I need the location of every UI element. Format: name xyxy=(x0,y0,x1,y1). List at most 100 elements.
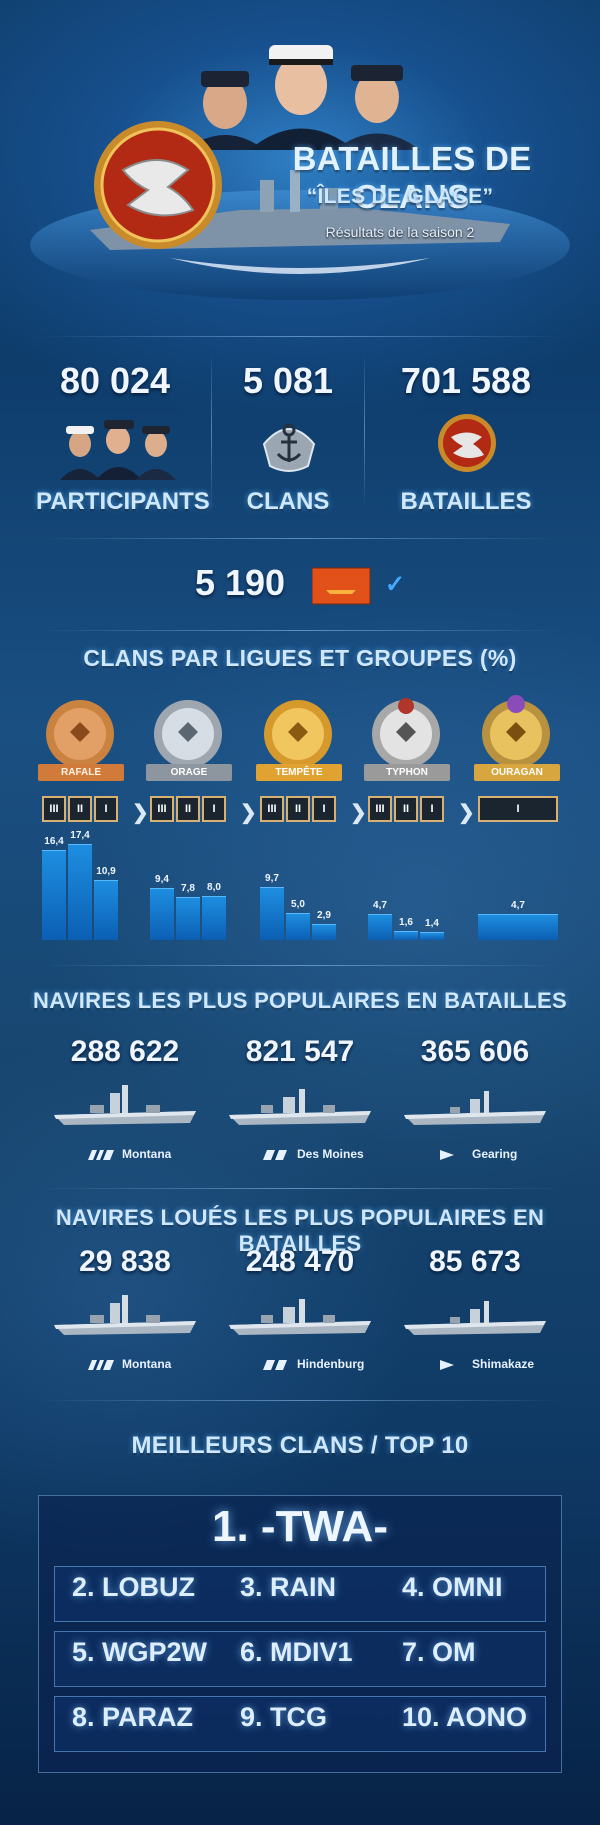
clans-value: 5 081 xyxy=(242,360,334,401)
divider xyxy=(36,630,564,631)
group-box-1: III xyxy=(42,796,66,822)
bar-4 xyxy=(150,888,174,940)
divider xyxy=(36,336,564,337)
bar-11 xyxy=(394,931,418,940)
bar-3 xyxy=(94,880,118,940)
rented-ships-title: NAVIRES LOUÉS LES PLUS POPULAIRES EN BAT… xyxy=(55,1205,545,1256)
bar-2 xyxy=(68,844,92,940)
battles-label: BATAILLES xyxy=(400,488,532,515)
bar-8 xyxy=(286,912,310,940)
ship-count: 288 622 xyxy=(70,1035,180,1068)
league-ribbon-ouragan: OURAGAN xyxy=(474,764,560,781)
top-clan-first: 1. -TWA- xyxy=(212,1502,388,1551)
ship-image xyxy=(225,1291,375,1346)
ship-image xyxy=(50,1291,200,1346)
group-box-2: II xyxy=(68,796,92,822)
top-clan-entry: 7. OM xyxy=(402,1637,476,1667)
ship-count: 29 838 xyxy=(79,1245,171,1278)
group-box-13: I xyxy=(478,796,558,822)
group-box-4: III xyxy=(150,796,174,822)
league-ribbon-tempete: TEMPÊTE xyxy=(256,764,342,781)
bar-value-label: 4,7 xyxy=(511,900,525,912)
bar-9 xyxy=(312,924,336,940)
bar-value-label: 1,6 xyxy=(399,917,413,929)
ranked-value: 5 190 xyxy=(194,562,286,603)
anchor-emblem-icon xyxy=(262,423,316,472)
ship-name: Montana xyxy=(122,1357,172,1371)
bar-10 xyxy=(368,914,392,940)
divider xyxy=(364,350,365,510)
top-clan-entry: 10. AONO xyxy=(402,1702,528,1732)
ship-count: 248 470 xyxy=(245,1245,355,1278)
cruiser-icon xyxy=(263,1358,289,1376)
bar-value-label: 9,7 xyxy=(265,872,279,884)
top-clan-entry: 4. OMNI xyxy=(402,1572,503,1602)
participants-label: PARTICIPANTS xyxy=(36,488,210,515)
top-clan-entry: 5. WGP2W xyxy=(72,1637,208,1667)
ship-name: Montana xyxy=(122,1147,172,1161)
ship-image xyxy=(400,1291,550,1346)
cruiser-icon xyxy=(263,1148,289,1166)
top-clan-entry: 3. RAIN xyxy=(240,1572,337,1602)
bar-6 xyxy=(202,896,226,940)
group-box-10: III xyxy=(368,796,392,822)
bar-value-label: 2,9 xyxy=(317,910,331,922)
bar-12 xyxy=(420,932,444,940)
arrow-right-icon: ❯ xyxy=(240,802,257,824)
clan-battles-emblem xyxy=(94,121,222,249)
bar-value-label: 16,4 xyxy=(44,835,64,847)
officers-icon xyxy=(60,420,176,480)
top-clans-row xyxy=(54,1631,546,1687)
ship-name: Shimakaze xyxy=(472,1357,535,1371)
ship-count: 85 673 xyxy=(429,1245,521,1278)
typhoon-league-badge xyxy=(372,698,440,768)
battles-value: 701 588 xyxy=(400,360,532,401)
page-subtitle: “ÎLES DE GLACE” xyxy=(306,185,494,208)
ship-image xyxy=(50,1081,200,1136)
group-box-6: I xyxy=(202,796,226,822)
destroyer-icon xyxy=(438,1148,456,1166)
league-ribbon-typhon: TYPHON xyxy=(364,764,450,781)
bar-7 xyxy=(260,886,284,940)
bar-value-label: 9,4 xyxy=(155,874,169,886)
bar-value-label: 7,8 xyxy=(181,883,195,895)
bar-value-label: 4,7 xyxy=(373,900,387,912)
clans-label: CLANS xyxy=(246,488,330,515)
group-box-7: III xyxy=(260,796,284,822)
bar-value-label: 8,0 xyxy=(207,882,221,893)
divider xyxy=(36,538,564,539)
officers-portrait xyxy=(185,45,420,150)
hurricane-league-badge xyxy=(482,695,550,768)
ship-name: Gearing xyxy=(472,1147,518,1161)
group-box-3: I xyxy=(94,796,118,822)
top-clans-row xyxy=(54,1566,546,1622)
league-ribbon-orage: ORAGE xyxy=(146,764,232,781)
group-box-12: I xyxy=(420,796,444,822)
bar-value-label: 5,0 xyxy=(291,898,305,910)
leagues-title: CLANS PAR LIGUES ET GROUPES (%) xyxy=(83,645,517,671)
bar-5 xyxy=(176,897,200,940)
arrow-right-icon: ❯ xyxy=(350,802,367,824)
group-box-9: I xyxy=(312,796,336,822)
group-box-11: II xyxy=(394,796,418,822)
ship-name: Des Moines xyxy=(297,1147,364,1161)
divider xyxy=(211,350,212,510)
destroyer-icon xyxy=(438,1358,456,1376)
bar-13 xyxy=(478,914,558,940)
league-ribbon-rafale: RAFALE xyxy=(38,764,124,781)
bronze-league-badge xyxy=(46,700,114,768)
top-clans-row xyxy=(54,1696,546,1752)
clan-battles-small-icon xyxy=(438,414,496,472)
group-box-8: II xyxy=(286,796,310,822)
ship-count: 365 606 xyxy=(420,1035,530,1068)
ship-name: Hindenburg xyxy=(297,1357,365,1371)
top-clan-entry: 8. PARAZ xyxy=(72,1702,194,1732)
divider xyxy=(36,1188,564,1189)
divider xyxy=(36,965,564,966)
top-clan-entry: 9. TCG xyxy=(240,1702,328,1732)
top-clan-entry: 2. LOBUZ xyxy=(72,1572,196,1602)
ship-image xyxy=(400,1081,550,1136)
participants-value: 80 024 xyxy=(59,360,171,401)
battleship-icon xyxy=(88,1148,116,1166)
flag-icon xyxy=(312,567,371,605)
